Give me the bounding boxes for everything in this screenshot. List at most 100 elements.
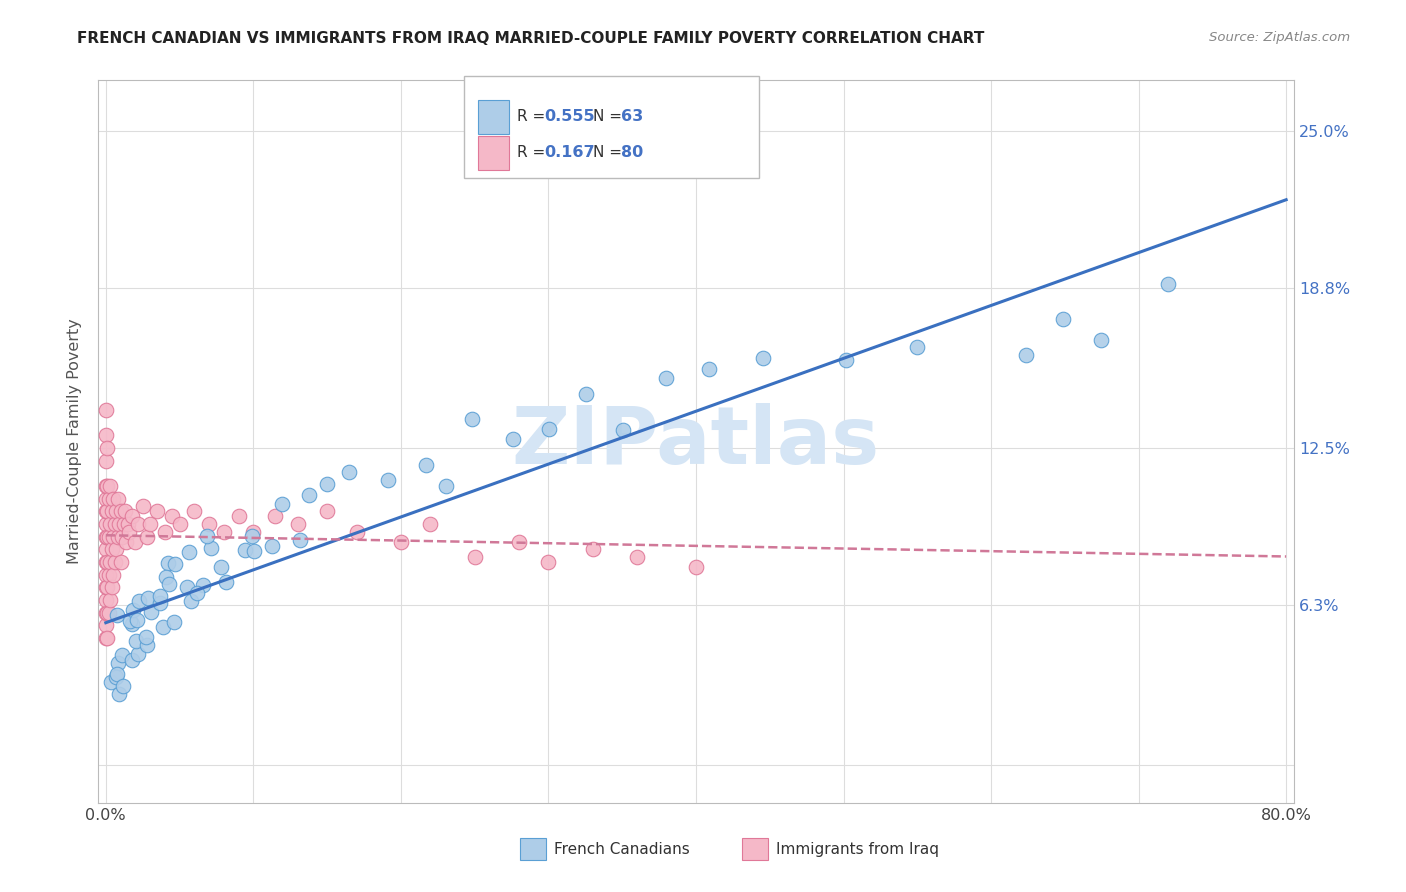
Text: ZIPatlas: ZIPatlas [512,402,880,481]
Point [186,586,208,600]
Point [699,362,721,376]
Point [94,402,117,417]
Point [149,596,172,610]
Point [1156,277,1178,291]
Point [94,530,117,544]
Point [118,614,141,628]
Point [94,593,117,607]
Point [124,534,146,549]
Point [98,593,121,607]
Point [228,509,250,524]
Point [94,580,117,594]
Point [127,516,149,531]
Point [128,594,150,608]
Point [176,581,198,595]
Point [105,670,128,684]
Point [107,530,129,544]
Point [159,577,181,591]
Point [905,340,928,354]
Point [96,606,118,620]
Point [96,530,118,544]
Point [131,499,153,513]
Point [298,488,321,502]
Point [111,648,134,663]
Point [163,615,186,630]
Point [96,580,118,594]
Point [94,428,117,442]
Point [110,555,132,569]
Text: N =: N = [593,110,627,124]
Text: Source: ZipAtlas.com: Source: ZipAtlas.com [1209,31,1350,45]
Point [94,567,117,582]
Text: 0.555: 0.555 [544,110,595,124]
Point [149,589,172,603]
Point [94,631,117,645]
Point [193,578,215,592]
Point [242,544,264,558]
Point [108,687,131,701]
Point [118,524,141,539]
Text: 80: 80 [621,145,644,161]
Point [97,567,120,582]
Point [100,542,122,557]
Point [146,504,169,518]
Point [215,574,238,589]
Point [105,667,128,681]
Point [169,516,191,531]
Point [180,594,202,608]
Text: R =: R = [517,145,551,161]
Point [104,555,127,569]
Point [415,458,437,472]
Text: Immigrants from Iraq: Immigrants from Iraq [776,842,939,856]
Point [288,533,311,548]
Text: 63: 63 [621,110,644,124]
Point [195,529,218,543]
Point [112,679,135,693]
Point [94,516,117,531]
Point [139,516,162,531]
Point [1052,312,1074,326]
Point [104,516,127,531]
Point [110,504,132,518]
Point [1015,347,1038,361]
Point [464,549,486,564]
Text: FRENCH CANADIAN VS IMMIGRANTS FROM IRAQ MARRIED-COUPLE FAMILY POVERTY CORRELATIO: FRENCH CANADIAN VS IMMIGRANTS FROM IRAQ … [77,31,984,46]
Point [626,549,648,564]
Point [107,491,129,506]
Point [135,630,157,644]
Point [114,504,136,518]
Point [316,504,339,518]
Point [94,618,117,632]
Point [200,541,222,555]
Point [111,530,134,544]
Point [121,653,143,667]
Point [287,516,309,531]
Point [346,524,368,539]
Point [156,556,179,570]
Point [316,476,339,491]
Point [271,497,294,511]
Point [752,351,775,365]
Point [105,608,128,623]
Point [260,539,283,553]
Point [94,555,117,569]
Point [502,432,524,446]
Point [96,441,118,455]
Point [183,504,205,518]
Point [121,509,143,524]
Point [537,555,560,569]
Point [160,509,183,524]
Point [117,516,139,531]
Point [198,516,221,531]
Point [98,555,121,569]
Point [508,534,530,549]
Point [575,387,598,401]
Point [240,529,263,543]
Point [434,479,457,493]
Point [97,606,120,620]
Point [100,580,122,594]
Point [127,647,149,661]
Point [127,613,149,627]
Point [96,504,118,518]
Point [105,542,128,557]
